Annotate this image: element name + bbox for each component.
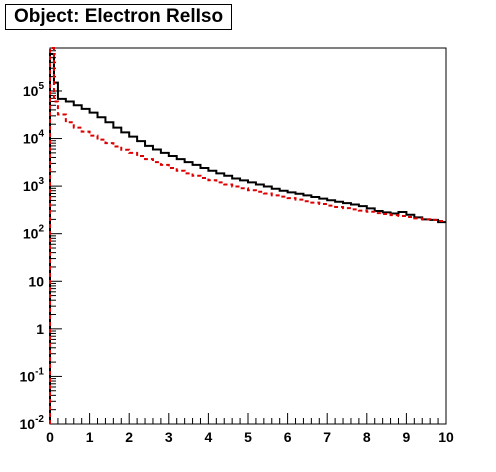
x-tick-label: 1 <box>86 429 94 445</box>
x-tick-label: 0 <box>46 429 54 445</box>
plot-frame <box>49 47 447 425</box>
axis-ticks <box>49 47 447 425</box>
x-tick-labels: 0 1 2 3 4 5 6 7 8 9 10 <box>46 429 454 445</box>
y-tick-label: 102 <box>23 224 45 242</box>
x-tick-label: 4 <box>205 429 213 445</box>
y-tick-labels: 10-2 10-1 1 10 102 103 104 105 <box>20 81 45 432</box>
x-tick-label: 5 <box>244 429 252 445</box>
x-tick-label: 7 <box>323 429 331 445</box>
series-line-1 <box>49 52 446 424</box>
y-tick-label: 104 <box>23 129 45 147</box>
x-tick-label: 8 <box>363 429 371 445</box>
y-tick-label: 10 <box>28 273 44 289</box>
x-tick-label: 6 <box>284 429 292 445</box>
y-tick-label: 103 <box>23 176 45 194</box>
y-tick-label: 105 <box>23 81 45 99</box>
y-tick-label: 1 <box>36 321 44 337</box>
y-tick-label: 10-2 <box>20 414 45 432</box>
x-tick-label: 2 <box>125 429 133 445</box>
y-tick-label: 10-1 <box>20 366 45 384</box>
series-layer <box>49 47 446 424</box>
series-line-2 <box>49 47 446 424</box>
x-tick-label: 9 <box>403 429 411 445</box>
x-tick-label: 10 <box>438 429 454 445</box>
x-tick-label: 3 <box>165 429 173 445</box>
chart-title: Object: Electron RelIso <box>5 4 233 30</box>
